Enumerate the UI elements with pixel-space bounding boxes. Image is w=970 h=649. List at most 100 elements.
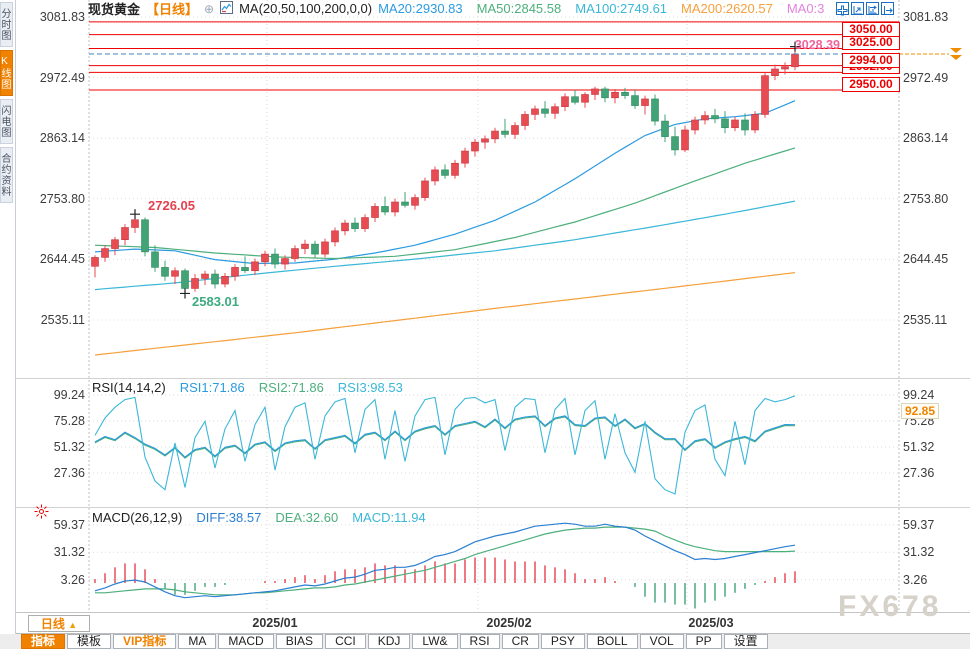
macd-header: MACD(26,12,9) DIFF:38.57 DEA:32.60 MACD:11…: [92, 510, 426, 525]
sidebar-item-timeshare[interactable]: 分时图: [0, 2, 13, 47]
period-selector[interactable]: 日线 ▲: [28, 615, 90, 632]
chart-canvas[interactable]: [0, 0, 970, 612]
rsi-value: RSI1:71.86: [179, 380, 245, 395]
rsi-axis-label-left: 99.24: [53, 388, 85, 402]
rsi-value: RSI2:71.86: [258, 380, 324, 395]
price-axis-label-right: 2535.11: [903, 312, 948, 327]
candles-layer: [91, 46, 799, 294]
price-axis-label-right: 2863.14: [903, 131, 949, 146]
chart-toolbar: [836, 2, 894, 16]
zoom-axes-up-icon[interactable]: [851, 2, 864, 15]
crosshair-icon[interactable]: [836, 2, 849, 16]
bottom-tab-PP[interactable]: PP: [685, 634, 722, 649]
zoom-axes-right-icon[interactable]: [866, 2, 879, 15]
macd-axis-label-right: 3.26: [903, 572, 928, 587]
bottom-tab-MACD[interactable]: MACD: [218, 634, 274, 649]
bottom-tab-BIAS[interactable]: BIAS: [275, 634, 324, 649]
symbol-name: 现货黄金: [88, 2, 141, 17]
pan-right-icon[interactable]: [881, 2, 894, 15]
bottom-tab-CR[interactable]: CR: [501, 634, 539, 649]
indicator-chart-icon[interactable]: [220, 0, 234, 17]
macd-value: MACD:11.94: [352, 510, 426, 525]
indicator-pin-icon[interactable]: [34, 504, 49, 524]
price-axis-label-right: 2644.45: [903, 252, 949, 267]
ma-value: MA200:2620.57: [681, 1, 773, 16]
price-marker-icon: [950, 48, 962, 61]
bottom-tab-LW&[interactable]: LW&: [412, 634, 458, 649]
bottom-tab-KDJ[interactable]: KDJ: [367, 634, 411, 649]
rsi-title: RSI(14,14,2): [92, 380, 166, 395]
sidebar-item-contract-info[interactable]: 合约资料: [0, 147, 13, 203]
bottom-tabbar: 指标 模板 VIP指标 MA MACD BIAS CCI KDJ LW& RSI CR PSY BOLL…: [0, 634, 970, 649]
x-axis-month-label: 2025/01: [252, 616, 298, 630]
ma-value: MA0:3: [786, 1, 825, 16]
ma-value: MA20:2930.83: [378, 1, 463, 16]
level-lines-layer: [89, 21, 899, 91]
bottom-tab-VIP指标[interactable]: VIP指标: [113, 634, 177, 649]
x-axis-month-label: 2025/02: [486, 616, 532, 630]
macd-values: DIFF:38.57 DEA:32.60 MACD:11.94: [196, 510, 425, 525]
period-tag: 【日线】: [146, 2, 199, 17]
rsi-axis-label-left: 27.36: [53, 465, 85, 480]
sidebar-item-lightning[interactable]: 闪电图: [0, 99, 13, 144]
price-axis-label-right: 3081.83: [903, 10, 949, 24]
macd-value: DIFF:38.57: [196, 510, 262, 525]
rsi-axis-label-left: 75.28: [53, 413, 85, 428]
price-axis-label-left: 2972.49: [39, 70, 85, 85]
chart-header: 现货黄金 【日线】 ⊕ MA(20,50,100,200,0,0) MA20:29…: [88, 0, 824, 17]
price-axis-label-right: 2753.80: [903, 191, 949, 206]
low-annotation: 2583.01: [192, 294, 239, 309]
watermark: FX678: [838, 590, 942, 623]
bottom-tab-设置[interactable]: 设置: [723, 634, 768, 649]
macd-axis-label-left: 59.37: [53, 517, 85, 532]
bottom-tab-指标[interactable]: 指标: [21, 634, 66, 649]
link-icon[interactable]: ⊕: [204, 1, 215, 16]
dropdown-arrow-icon: ▲: [68, 620, 78, 630]
macd-axis-label-right: 31.32: [903, 545, 935, 560]
ma-values: MA20:2930.83 MA50:2845.58 MA100:2749.61 MA2…: [378, 1, 824, 16]
rsi-axis-label-left: 51.32: [53, 439, 85, 454]
macd-axis-label-left: 31.32: [53, 545, 85, 560]
bottom-tab-BOLL[interactable]: BOLL: [586, 634, 638, 649]
high-annotation: 2726.05: [148, 198, 195, 213]
ma-formula: MA(20,50,100,200,0,0): [239, 1, 373, 16]
macd-axis-label-left: 3.26: [60, 572, 85, 587]
rsi-values: RSI1:71.86 RSI2:71.86 RSI3:98.53: [180, 380, 403, 395]
rsi-lines-layer: [94, 395, 796, 495]
ma-value: MA100:2749.61: [575, 1, 668, 16]
x-axis-month-label: 2025/03: [688, 616, 734, 630]
macd-axis-label-right: 59.37: [903, 517, 935, 532]
current-price-label: 3028.39: [794, 38, 840, 52]
macd-layer: [94, 522, 796, 609]
x-axis-strip: 日线 ▲ 2025/01 2025/02 2025/03: [0, 612, 970, 634]
bottom-tab-PSY[interactable]: PSY: [540, 634, 585, 649]
bottom-tab-RSI[interactable]: RSI: [459, 634, 500, 649]
rsi-current-value: 92.85: [901, 403, 940, 419]
level-price-label: 2994.00: [842, 52, 900, 68]
rsi-axis-label-right: 27.36: [903, 465, 935, 480]
level-price-label: 3025.00: [842, 35, 900, 51]
bottom-tab-VOL[interactable]: VOL: [639, 634, 684, 649]
macd-title: MACD(26,12,9): [92, 510, 183, 525]
rsi-axis-label-right: 51.32: [903, 439, 935, 454]
price-axis-label-left: 2535.11: [40, 312, 85, 327]
price-axis-label-left: 2644.45: [39, 252, 85, 267]
rsi-header: RSI(14,14,2) RSI1:71.86 RSI2:71.86 RSI3:98…: [92, 380, 403, 395]
bottom-tab-模板[interactable]: 模板: [67, 634, 112, 649]
rsi-axis-label-right: 99.24: [903, 388, 935, 402]
bottom-tab-MA[interactable]: MA: [178, 634, 217, 649]
level-price-label: 2950.00: [842, 77, 900, 93]
price-axis-label-left: 2753.80: [39, 191, 85, 206]
left-sidebar: 分时图 K线图闪电图合约资料: [0, 0, 16, 649]
ma-lines-layer: [94, 100, 796, 356]
macd-value: DEA:32.60: [275, 510, 339, 525]
level-price-label: 3050.00: [842, 21, 900, 37]
price-axis-label-right: 2972.49: [903, 70, 949, 85]
price-axis-label-left: 2863.14: [39, 131, 85, 146]
rsi-value: RSI3:98.53: [337, 380, 403, 395]
bottom-tab-CCI[interactable]: CCI: [325, 634, 366, 649]
sidebar-item-kline[interactable]: K线图: [0, 50, 13, 96]
price-axis-label-left: 3081.83: [39, 10, 85, 24]
ma-value: MA50:2845.58: [476, 1, 562, 16]
